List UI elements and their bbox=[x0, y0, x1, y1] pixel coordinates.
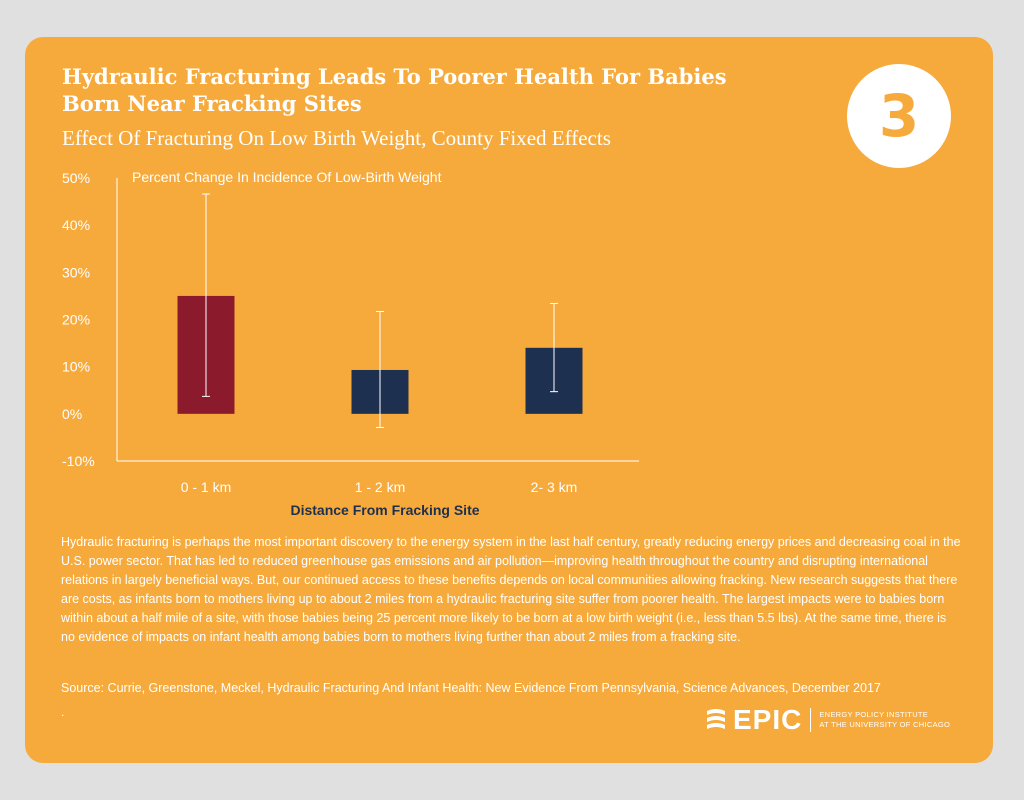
logo-wordmark: EPIC bbox=[733, 704, 803, 735]
y-tick-label: 10% bbox=[62, 359, 90, 375]
body-paragraph: Hydraulic fracturing is perhaps the most… bbox=[61, 535, 961, 644]
x-tick-label: 1 - 2 km bbox=[355, 479, 406, 495]
x-axis-label: Distance From Fracking Site bbox=[290, 502, 479, 518]
y-tick-label: 40% bbox=[62, 217, 90, 233]
chart-subtitle: Effect Of Fracturing On Low Birth Weight… bbox=[62, 126, 611, 150]
y-tick-label: -10% bbox=[62, 453, 95, 469]
infographic-card: Hydraulic Fracturing Leads To Poorer Hea… bbox=[25, 37, 993, 763]
x-tick-label: 0 - 1 km bbox=[181, 479, 232, 495]
epic-logo: EPIC ENERGY POLICY INSTITUTE AT THE UNIV… bbox=[705, 704, 950, 735]
logo-divider bbox=[810, 708, 812, 732]
source-citation: Source: Currie, Greenstone, Meckel, Hydr… bbox=[61, 681, 881, 695]
y-tick-label: 30% bbox=[62, 264, 90, 280]
y-tick-label: 20% bbox=[62, 312, 90, 328]
y-axis-label: Percent Change In Incidence Of Low-Birth… bbox=[132, 169, 442, 185]
y-tick-label: 50% bbox=[62, 170, 90, 186]
y-tick-label: 0% bbox=[62, 406, 82, 422]
logo-line-2: AT THE UNIVERSITY OF CHICAGO bbox=[819, 720, 951, 729]
logo-subtitle: ENERGY POLICY INSTITUTE AT THE UNIVERSIT… bbox=[819, 710, 950, 730]
x-tick-label: 2- 3 km bbox=[531, 479, 578, 495]
number-badge: 3 bbox=[847, 64, 951, 168]
flame-icon bbox=[707, 709, 725, 729]
logo-line-1: ENERGY POLICY INSTITUTE bbox=[819, 710, 929, 719]
page-title: Hydraulic Fracturing Leads To Poorer Hea… bbox=[62, 64, 727, 116]
trailing-dot: . bbox=[61, 705, 65, 719]
bar-chart: 50% 40% 30% 20% 10% 0% -10% Percent Change In I… bbox=[62, 169, 639, 518]
